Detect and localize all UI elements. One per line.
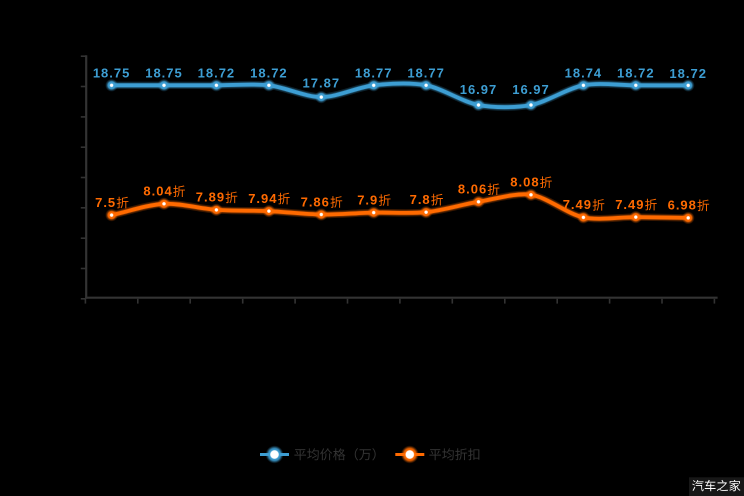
svg-text:18.74: 18.74 (565, 66, 603, 81)
svg-text:8.06: 8.06 (458, 182, 487, 197)
svg-text:18.72: 18.72 (198, 66, 236, 81)
svg-text:7.9: 7.9 (357, 192, 378, 207)
svg-text:7.89: 7.89 (196, 190, 225, 205)
svg-text:7.5: 7.5 (95, 195, 116, 210)
svg-text:18.72: 18.72 (250, 66, 288, 81)
svg-text:7.8: 7.8 (410, 192, 431, 207)
svg-text:7.86: 7.86 (301, 194, 330, 209)
svg-text:17.87: 17.87 (303, 75, 341, 90)
svg-text:16.97: 16.97 (512, 82, 550, 97)
svg-text:8.04: 8.04 (143, 184, 172, 199)
svg-text:7.49: 7.49 (563, 197, 592, 212)
svg-text:18.75: 18.75 (145, 66, 183, 81)
svg-text:7.94: 7.94 (248, 191, 277, 206)
svg-text:18.72: 18.72 (669, 66, 707, 81)
svg-text:8.08: 8.08 (510, 175, 539, 190)
svg-text:6.98: 6.98 (668, 198, 697, 213)
svg-text:7.49: 7.49 (615, 197, 644, 212)
svg-text:18.72: 18.72 (617, 66, 655, 81)
svg-text:18.75: 18.75 (93, 66, 131, 81)
svg-text:18.77: 18.77 (407, 66, 445, 81)
svg-text:16.97: 16.97 (460, 82, 498, 97)
svg-text:18.77: 18.77 (355, 66, 393, 81)
